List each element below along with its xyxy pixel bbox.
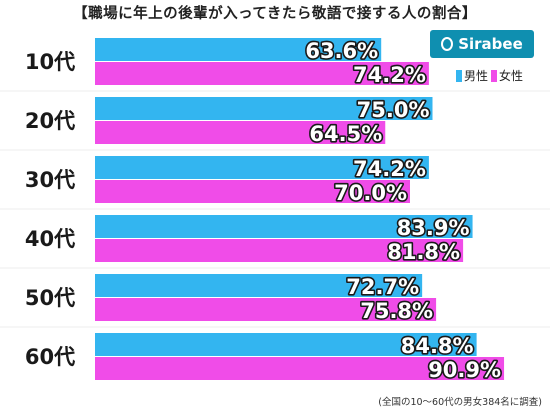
- bar-male: [95, 156, 429, 179]
- bar-female: [95, 62, 429, 85]
- value-label-female: 75.8%: [360, 299, 433, 323]
- sirabee-logo: Sirabee: [430, 30, 534, 58]
- footnote: (全国の10〜60代の男女384名に調査): [378, 397, 542, 408]
- bar-male: [95, 97, 433, 120]
- category-label: 20代: [25, 109, 75, 133]
- value-label-female: 81.8%: [387, 240, 460, 264]
- legend-item-female: 女性: [491, 67, 523, 84]
- category-label: 40代: [25, 227, 75, 251]
- sirabee-logo-icon: [441, 37, 454, 51]
- value-label-female: 74.2%: [353, 63, 426, 87]
- category-label: 60代: [25, 345, 75, 369]
- bar-female: [95, 121, 386, 144]
- category-label: 50代: [25, 286, 75, 310]
- category-label: 10代: [25, 50, 75, 74]
- value-label-male: 74.2%: [353, 157, 426, 181]
- legend-label-female: 女性: [499, 69, 524, 83]
- value-label-female: 70.0%: [334, 181, 407, 205]
- value-label-male: 72.7%: [346, 275, 419, 299]
- bar-male: [95, 274, 423, 297]
- legend-item-male: 男性: [456, 67, 488, 84]
- value-label-female: 64.5%: [309, 122, 382, 146]
- bar-female: [95, 180, 410, 203]
- logo-text: Sirabee: [458, 35, 523, 53]
- bar-female: [95, 357, 505, 380]
- bar-female: [95, 298, 437, 321]
- value-label-female: 90.9%: [428, 358, 501, 382]
- bar-female: [95, 239, 464, 262]
- value-label-male: 63.6%: [305, 39, 378, 63]
- value-label-male: 75.0%: [357, 98, 430, 122]
- legend-swatch-male: [456, 69, 462, 82]
- bar-male: [95, 38, 382, 61]
- legend-swatch-female: [491, 69, 498, 82]
- category-label: 30代: [25, 168, 75, 192]
- legend-label-male: 男性: [464, 69, 489, 83]
- value-label-male: 83.9%: [397, 216, 470, 240]
- legend: 男性 女性: [456, 67, 526, 84]
- bar-male: [95, 215, 473, 238]
- chart-title: 【職場に年上の後輩が入ってきたら敬語で接する人の割合】: [73, 6, 477, 22]
- bar-male: [95, 333, 477, 356]
- value-label-male: 84.8%: [401, 334, 474, 358]
